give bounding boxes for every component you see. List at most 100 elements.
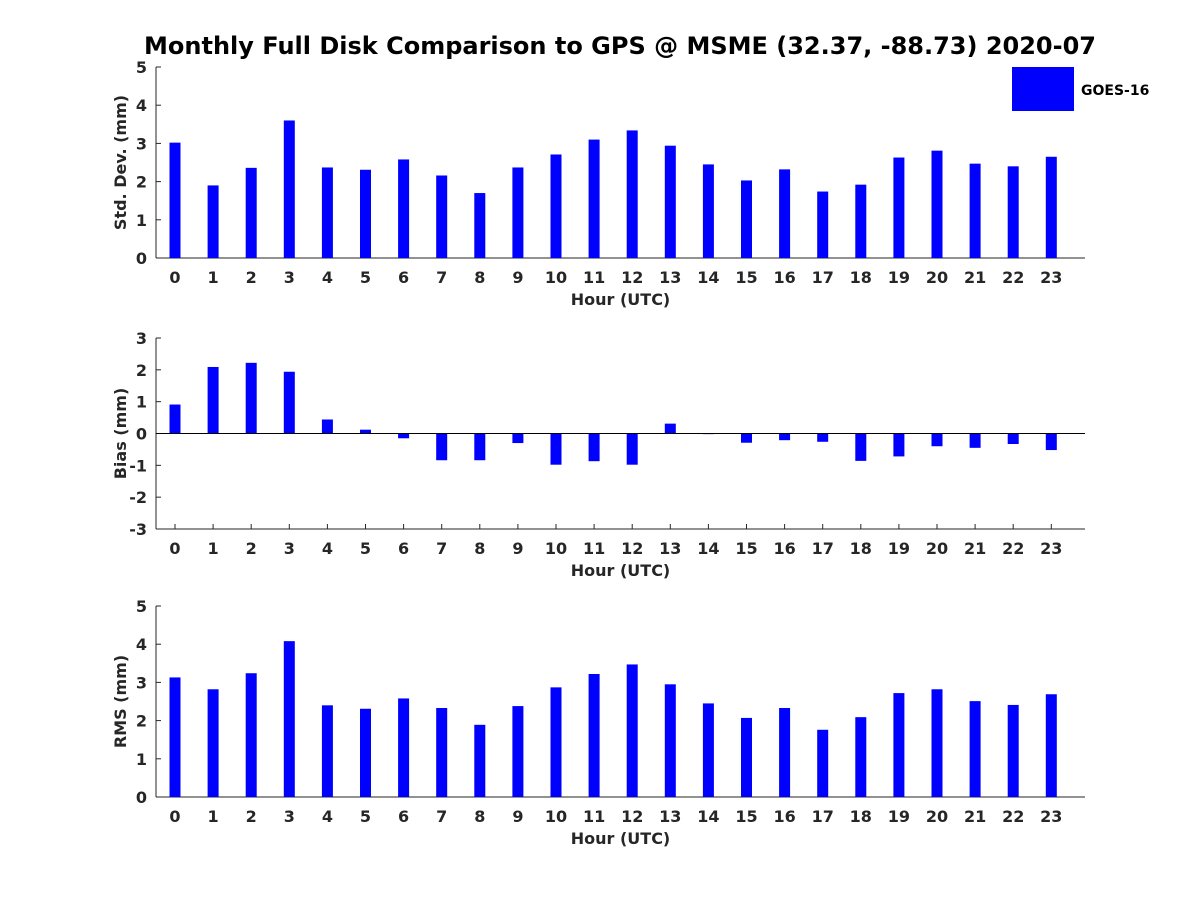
bar — [398, 433, 410, 439]
x-tick-label: 3 — [284, 539, 295, 558]
bar — [626, 130, 638, 258]
bar — [550, 687, 562, 797]
x-tick-label: 20 — [926, 807, 948, 826]
bar — [969, 433, 981, 448]
x-tick-label: 15 — [735, 539, 757, 558]
bar — [283, 120, 295, 258]
y-axis-label: RMS (mm) — [111, 655, 130, 748]
bar — [207, 689, 219, 797]
bar — [1045, 433, 1057, 451]
x-tick-label: 12 — [621, 539, 643, 558]
bar — [436, 433, 448, 461]
bar — [1007, 166, 1019, 258]
bar — [283, 641, 295, 797]
y-tick-label: 5 — [136, 597, 147, 616]
bar — [1045, 156, 1057, 258]
bar — [855, 433, 867, 461]
bar — [817, 729, 829, 797]
x-tick-label: 12 — [621, 268, 643, 287]
bar — [855, 184, 867, 258]
bar — [626, 433, 638, 465]
bar — [779, 169, 791, 258]
bar — [588, 433, 600, 462]
y-tick-label: 3 — [136, 329, 147, 348]
bar — [969, 163, 981, 258]
bar — [436, 175, 448, 258]
x-tick-label: 17 — [812, 539, 834, 558]
y-axis-label: Bias (mm) — [111, 388, 130, 480]
x-tick-label: 4 — [322, 807, 333, 826]
bar — [245, 673, 257, 797]
y-tick-label: 2 — [136, 173, 147, 192]
x-tick-label: 16 — [773, 807, 795, 826]
x-tick-label: 17 — [812, 807, 834, 826]
y-axis-label: Std. Dev. (mm) — [111, 95, 130, 230]
bar — [474, 193, 486, 258]
bar — [512, 706, 524, 797]
x-tick-label: 5 — [360, 807, 371, 826]
bar — [588, 139, 600, 258]
x-tick-label: 2 — [246, 539, 257, 558]
x-tick-label: 23 — [1040, 268, 1062, 287]
bar — [474, 724, 486, 797]
bar — [969, 701, 981, 797]
bar — [664, 684, 676, 797]
x-tick-label: 19 — [888, 807, 910, 826]
bar — [550, 433, 562, 465]
bar — [1007, 433, 1019, 445]
x-tick-label: 21 — [964, 807, 986, 826]
x-tick-label: 0 — [169, 539, 180, 558]
bar — [741, 717, 752, 797]
bar — [245, 167, 257, 258]
bar — [207, 185, 219, 258]
x-tick-label: 8 — [474, 539, 485, 558]
x-tick-label: 4 — [322, 539, 333, 558]
bar — [321, 419, 333, 434]
x-tick-label: 11 — [583, 539, 605, 558]
x-tick-label: 18 — [850, 807, 872, 826]
x-tick-label: 8 — [474, 807, 485, 826]
bar — [779, 433, 791, 441]
bar — [664, 145, 676, 258]
x-tick-label: 16 — [773, 268, 795, 287]
bar — [702, 164, 714, 258]
x-tick-label: 23 — [1040, 539, 1062, 558]
bar — [360, 169, 371, 258]
bar — [360, 708, 371, 797]
y-tick-label: 4 — [136, 635, 147, 654]
x-tick-label: 1 — [208, 807, 219, 826]
x-axis-label: Hour (UTC) — [571, 829, 671, 848]
legend-label: GOES-16 — [1081, 83, 1149, 99]
x-tick-label: 7 — [436, 807, 447, 826]
y-tick-label: 4 — [136, 96, 147, 115]
bar — [626, 664, 638, 797]
x-tick-label: 17 — [812, 268, 834, 287]
bar — [893, 433, 905, 457]
bar — [169, 404, 181, 434]
x-tick-label: 18 — [850, 539, 872, 558]
bar — [741, 433, 752, 443]
bar — [245, 362, 257, 434]
x-tick-label: 2 — [246, 807, 257, 826]
bar — [931, 689, 943, 797]
bar — [893, 693, 905, 797]
y-tick-label: 3 — [136, 134, 147, 153]
bar — [169, 677, 181, 797]
bar — [321, 167, 333, 258]
bar — [398, 159, 410, 258]
x-tick-label: 10 — [545, 539, 567, 558]
bar — [855, 717, 867, 797]
y-tick-label: 1 — [136, 393, 147, 412]
x-tick-label: 11 — [583, 268, 605, 287]
y-tick-label: -2 — [129, 488, 147, 507]
bar — [817, 433, 829, 442]
x-tick-label: 1 — [208, 539, 219, 558]
x-tick-label: 13 — [659, 268, 681, 287]
y-tick-label: -3 — [129, 520, 147, 539]
x-tick-label: 10 — [545, 268, 567, 287]
x-tick-label: 15 — [735, 268, 757, 287]
x-tick-label: 3 — [284, 807, 295, 826]
bar — [436, 707, 448, 797]
bar — [741, 180, 752, 258]
